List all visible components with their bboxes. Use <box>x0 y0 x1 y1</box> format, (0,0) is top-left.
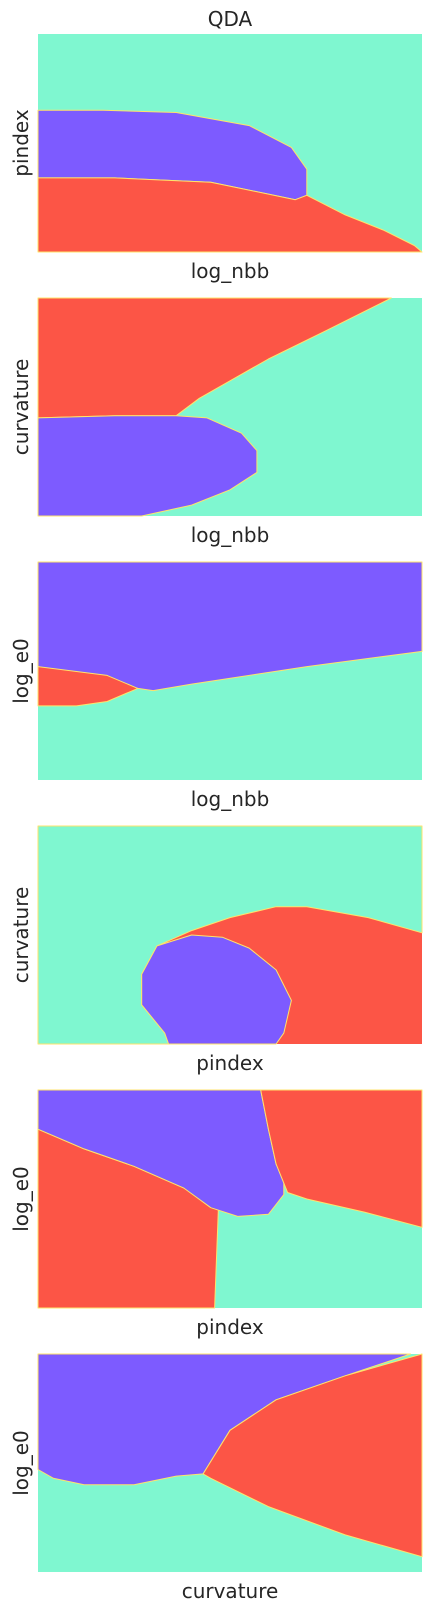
x-axis-label: pindex <box>196 1315 264 1339</box>
decision-region-class_a <box>37 415 258 517</box>
decision-region-class_c <box>202 1353 423 1558</box>
y-axis-label: log_e0 <box>9 638 33 704</box>
x-axis-label: curvature <box>182 1579 279 1603</box>
x-axis-label: log_nbb <box>191 523 270 547</box>
decision-region-class_c <box>260 1089 423 1228</box>
chart-panel-3: log_nbb log_e0 <box>9 561 423 811</box>
decision-region-class_a <box>141 934 292 1045</box>
x-axis-label: pindex <box>196 1051 264 1075</box>
figure-title: QDA <box>208 7 253 31</box>
chart-panel-6: curvature log_e0 <box>9 1353 423 1603</box>
x-axis-label: log_nbb <box>191 787 270 811</box>
chart-panel-1: log_nbb pindex <box>9 34 423 283</box>
y-axis-label: curvature <box>9 359 33 456</box>
x-axis-label: log_nbb <box>191 259 270 283</box>
y-axis-label: log_e0 <box>9 1166 33 1232</box>
decision-region-class_c <box>37 666 139 707</box>
chart-panel-2: log_nbb curvature <box>9 297 422 547</box>
chart-panel-5: pindex log_e0 <box>9 1089 423 1339</box>
decision-region-class_c <box>37 177 423 253</box>
decision-region-class_a <box>37 1353 411 1486</box>
y-axis-label: log_e0 <box>9 1430 33 1496</box>
y-axis-label: curvature <box>9 887 33 984</box>
chart-panel-4: pindex curvature <box>9 825 423 1075</box>
y-axis-label: pindex <box>9 109 33 177</box>
